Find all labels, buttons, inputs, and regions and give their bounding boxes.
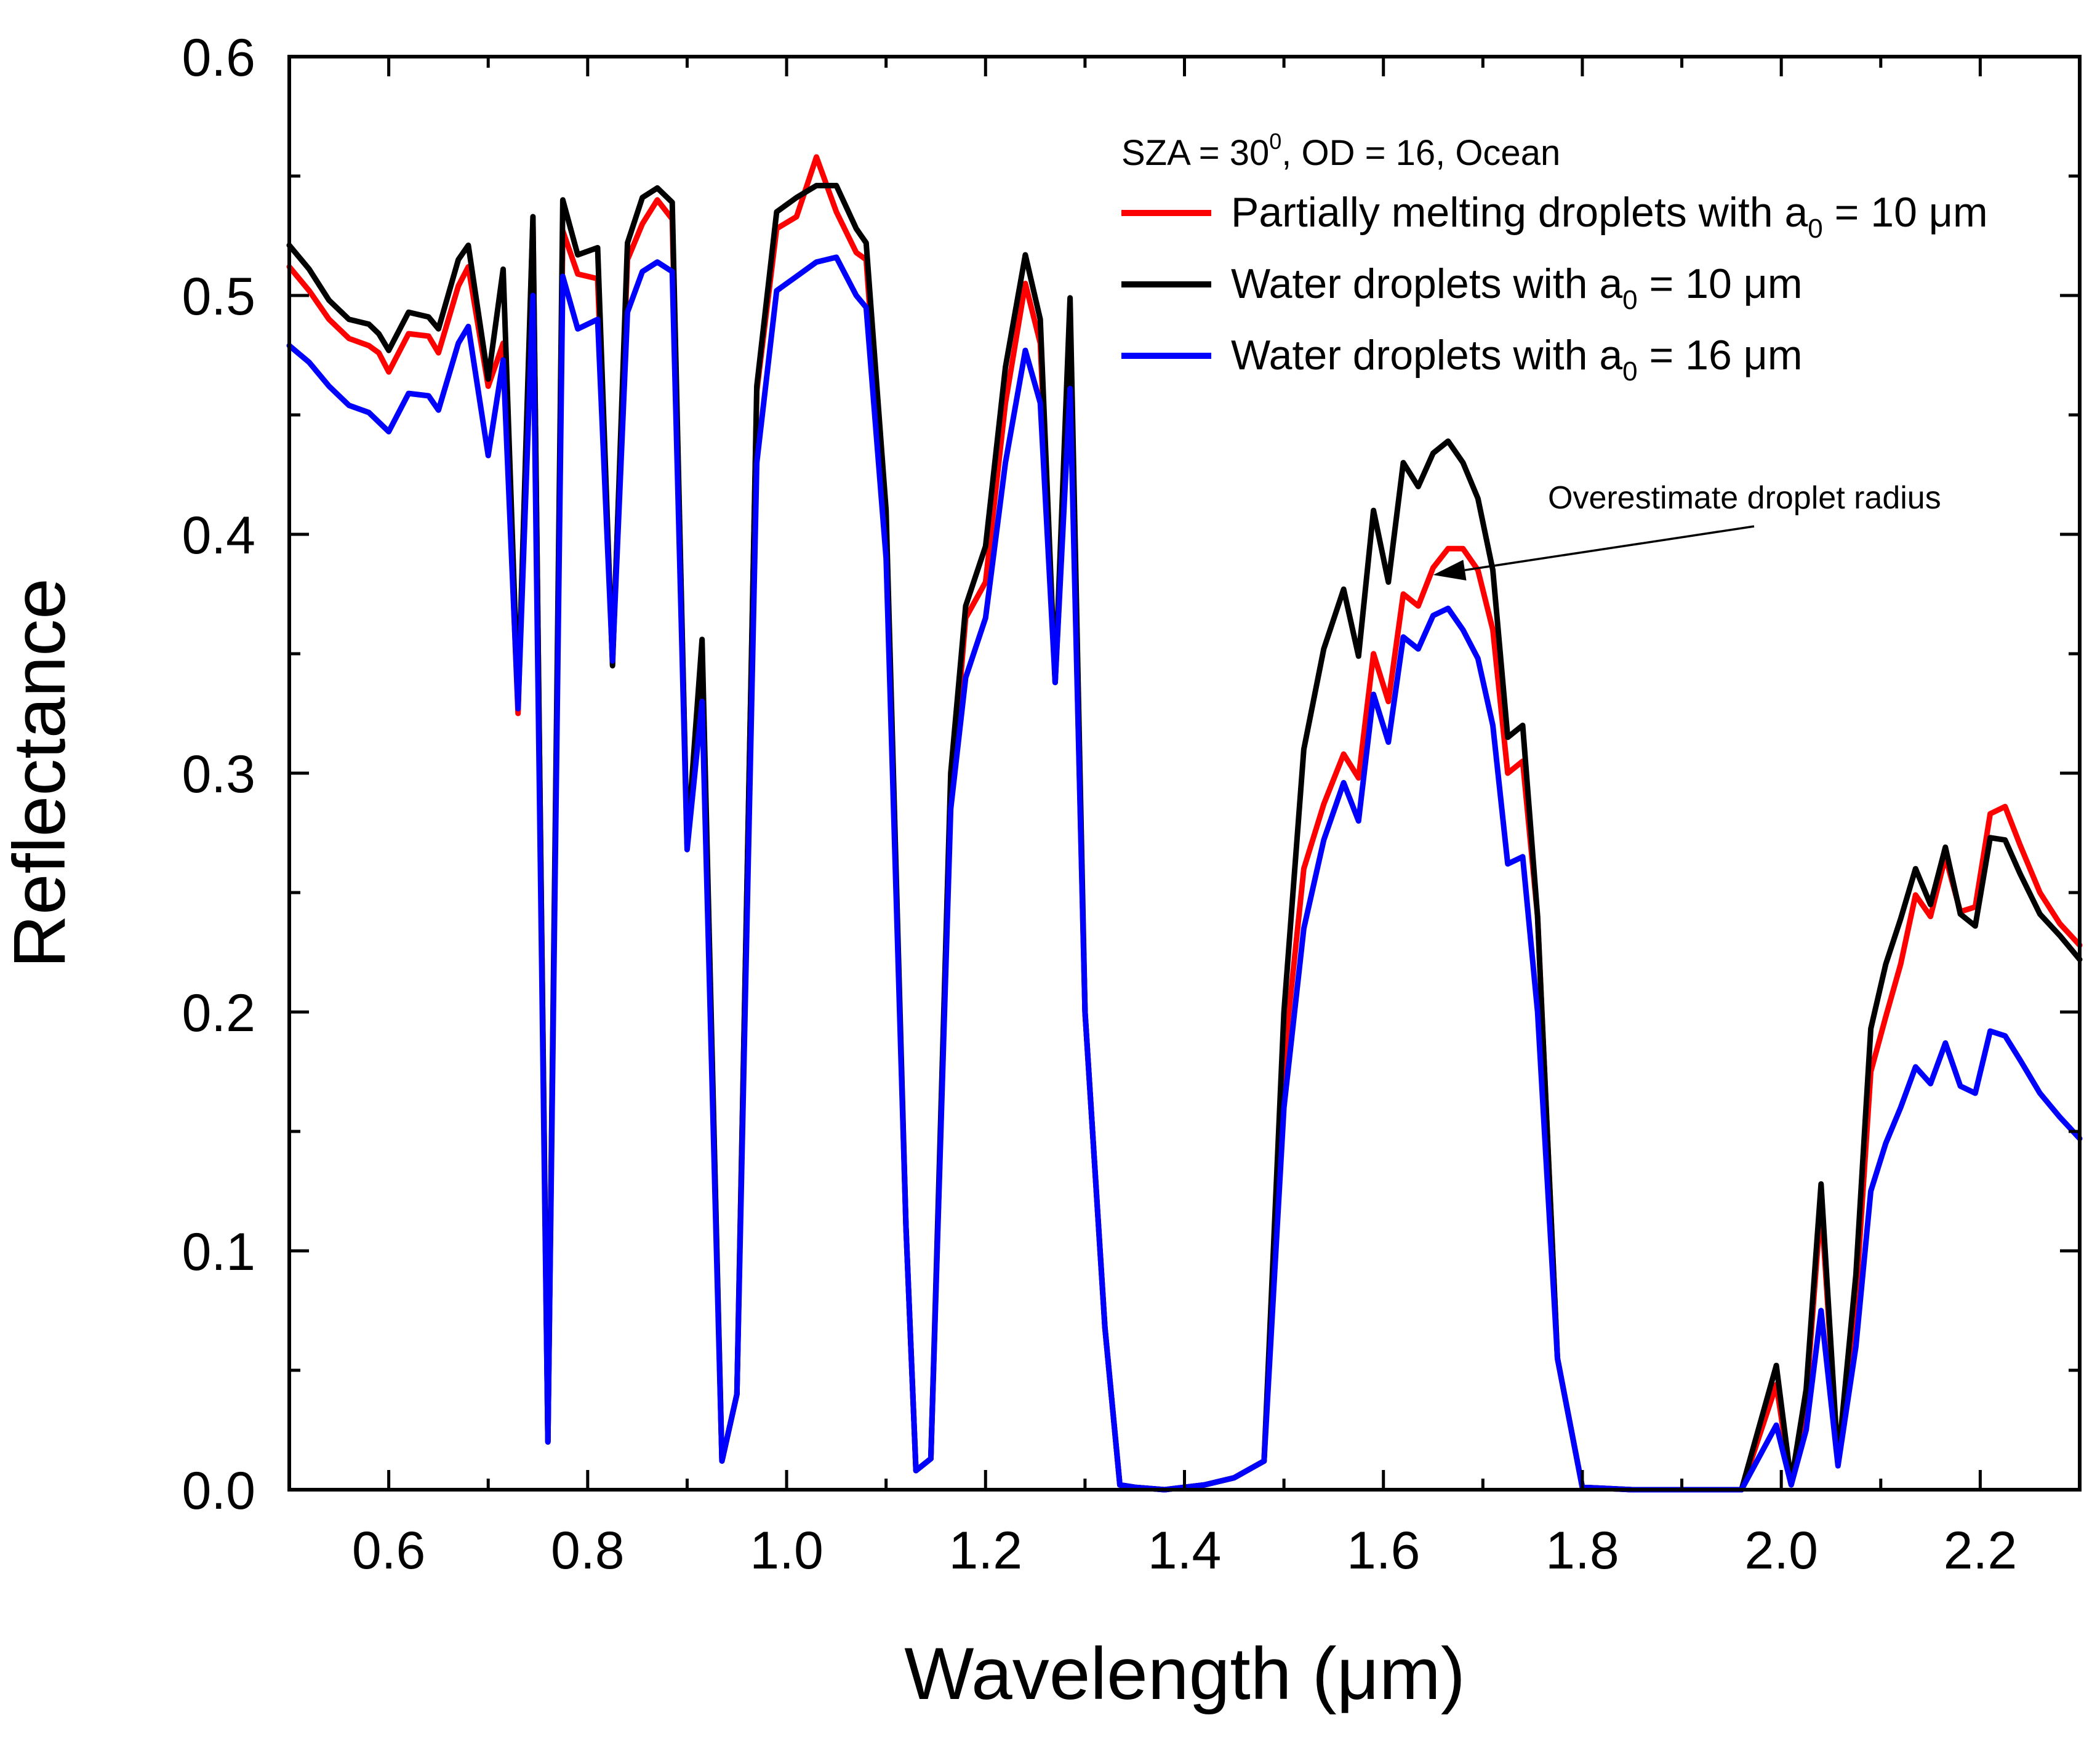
x-tick-label: 1.0 [750, 1521, 824, 1580]
y-tick-label: 0.5 [182, 267, 255, 326]
x-tick-label: 1.4 [1148, 1521, 1222, 1580]
series-line-2 [286, 254, 2083, 1493]
plot-frame [287, 55, 2082, 1492]
legend-label-0: Partially melting droplets with a0 = 10 … [1231, 189, 1988, 244]
y-tick-labels: 0.0 0.1 0.2 0.3 0.4 0.5 0.6 [182, 28, 255, 1520]
annotation-text: Overestimate droplet radius [1548, 480, 1941, 516]
y-tick-label: 0.0 [182, 1461, 255, 1520]
x-tick-labels: 0.6 0.8 1.0 1.2 1.4 1.6 1.8 2.0 2.2 [352, 1521, 2017, 1580]
x-tick-label: 1.6 [1347, 1521, 1421, 1580]
x-tick-label: 1.8 [1545, 1521, 1619, 1580]
y-tick-label: 0.4 [182, 506, 255, 565]
legend-label-2: Water droplets with a0 = 16 μm [1231, 332, 1803, 387]
x-tick-label: 2.2 [1944, 1521, 2018, 1580]
y-tick-label: 0.3 [182, 745, 255, 804]
x-tick-label: 0.6 [352, 1521, 426, 1580]
legend-label-1: Water droplets with a0 = 10 μm [1231, 260, 1803, 315]
annotation-arrowhead [1433, 560, 1467, 580]
legend: SZA = 300, OD = 16, Ocean Partially melt… [1121, 129, 1988, 387]
legend-entries: Partially melting droplets with a0 = 10 … [1121, 189, 1988, 387]
series-layer [286, 154, 2083, 1493]
x-axis-title: Wavelength (μm) [904, 1633, 1465, 1715]
y-axis-title: Reflectance [0, 578, 81, 968]
annotation: Overestimate droplet radius [1433, 480, 1941, 580]
x-tick-label: 1.2 [948, 1521, 1022, 1580]
y-tick-label: 0.2 [182, 984, 255, 1043]
y-tick-label: 0.1 [182, 1223, 255, 1282]
annotation-arrow-line [1464, 525, 1755, 571]
y-tick-label: 0.6 [182, 28, 255, 87]
legend-header: SZA = 300, OD = 16, Ocean [1121, 129, 1560, 173]
x-tick-label: 2.0 [1744, 1521, 1818, 1580]
legend-header-superscript: 0 [1269, 129, 1281, 154]
x-tick-label: 0.8 [551, 1521, 625, 1580]
